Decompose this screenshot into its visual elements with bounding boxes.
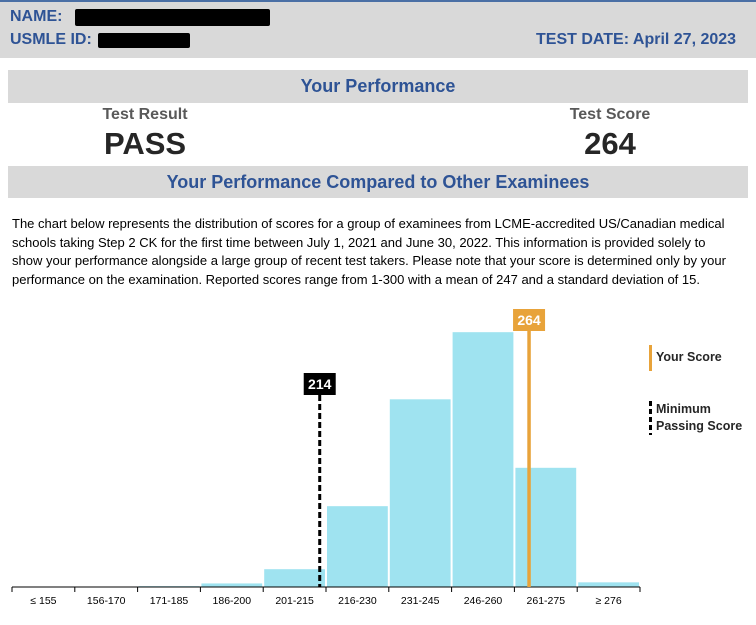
bar-246-260	[452, 332, 514, 587]
test-date: TEST DATE: April 27, 2023	[536, 31, 736, 49]
your-score-legend-line	[649, 345, 652, 371]
usmle-id-redaction	[98, 33, 190, 48]
score-distribution-chart: ≤ 155 156-170 171-185 186-200 201-215 216-230…	[11, 309, 641, 607]
performance-section-title: Your Performance	[8, 70, 748, 103]
x-tick-label: 246-260	[464, 595, 503, 607]
bar-201-215	[264, 569, 325, 587]
bar-216-230	[327, 506, 388, 587]
top-accent-line	[0, 0, 756, 2]
bar-≥ 276	[578, 582, 639, 587]
x-tick-label: 231-245	[401, 595, 440, 607]
your-score-label: 264	[517, 312, 541, 328]
x-tick-label: 186-200	[213, 595, 252, 607]
your-score-badge	[513, 309, 546, 331]
usmle-id-label: USMLE ID:	[10, 31, 92, 48]
distribution-description: The chart below represents the distribut…	[12, 216, 726, 287]
min-passing-score-label: 214	[308, 376, 332, 392]
test-date-label: TEST DATE:	[536, 31, 630, 48]
your-score-legend-label: Your Score	[656, 350, 722, 364]
bar-186-200	[201, 583, 263, 587]
comparison-section-title: Your Performance Compared to Other Exami…	[8, 166, 748, 198]
min-passing-legend-label: Minimum Passing Score	[656, 402, 743, 433]
min-passing-legend-line	[649, 401, 652, 435]
x-tick-label: ≤ 155	[30, 595, 56, 607]
x-tick-label: 171-185	[150, 595, 189, 607]
x-tick-label: ≥ 276	[595, 595, 621, 607]
min-passing-score-badge	[303, 373, 336, 395]
test-result-label: Test Result	[102, 106, 188, 123]
bar-261-275	[515, 467, 577, 587]
name-redaction	[75, 9, 270, 26]
x-tick-label: 261-275	[527, 595, 566, 607]
test-result-value: PASS	[103, 126, 187, 161]
x-tick-label: 201-215	[275, 595, 314, 607]
x-tick-label: 216-230	[338, 595, 377, 607]
test-score-value: 264	[584, 126, 636, 161]
bar-231-245	[389, 399, 451, 587]
x-tick-label: 156-170	[87, 595, 126, 607]
name-label: NAME:	[10, 8, 63, 25]
test-date-value: April 27, 2023	[632, 31, 737, 48]
examinee-header: NAME: USMLE ID: TEST DATE: April 27, 202…	[0, 2, 756, 58]
test-score-label: Test Score	[569, 106, 651, 123]
